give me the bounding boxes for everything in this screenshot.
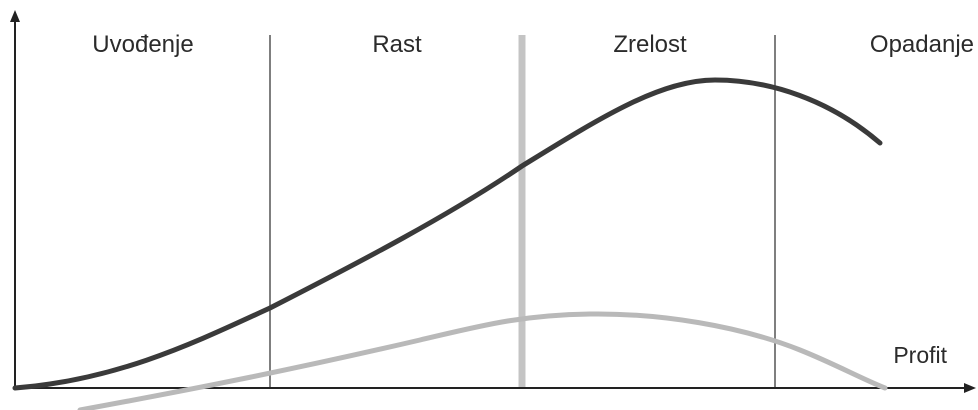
stage-label-decline: Opadanje [870,31,974,58]
stage-label-growth: Rast [372,31,422,58]
stage-label-maturity: Zrelost [613,31,687,58]
profit-label: Profit [893,342,947,368]
stage-label-intro: Uvođenje [92,31,193,58]
profit-curve [77,311,888,410]
sales-curve [12,77,883,391]
x-axis-arrow [964,383,976,393]
y-axis-arrow [10,10,20,22]
